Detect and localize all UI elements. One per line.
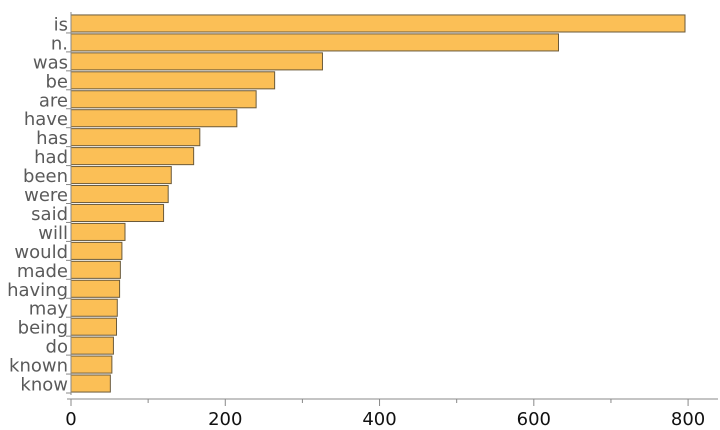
x-axis-tick-labels-group: 0 200 400 600 800	[65, 409, 705, 430]
category-label: having	[7, 280, 68, 301]
category-label: made	[17, 261, 68, 282]
category-label: n.	[51, 33, 68, 54]
bar-having	[70, 279, 121, 298]
bar-been	[70, 166, 172, 185]
bar-be	[70, 71, 276, 90]
bar-known	[70, 355, 113, 374]
category-label: being	[18, 318, 68, 339]
category-label: has	[36, 128, 68, 149]
bar-was	[70, 52, 323, 71]
category-label: have	[24, 109, 68, 130]
x-axis-ticks-group	[70, 399, 689, 406]
bar-made	[70, 260, 121, 279]
category-label: are	[39, 90, 68, 111]
bar-had	[70, 147, 195, 166]
x-axis-tick-label: 0	[65, 409, 76, 430]
bar-were	[70, 184, 169, 204]
bar-would	[70, 241, 123, 260]
bar-said	[70, 203, 165, 223]
bar-know	[70, 374, 111, 393]
category-label: had	[34, 147, 68, 168]
category-label: may	[29, 299, 69, 320]
category-label: been	[23, 166, 68, 187]
bar-being	[70, 317, 118, 336]
category-label: were	[24, 185, 68, 206]
x-axis-tick-label: 800	[671, 409, 705, 430]
y-axis-ticks-group	[66, 32, 71, 394]
bar-may	[70, 298, 118, 317]
bar-will	[70, 222, 126, 241]
category-label: known	[9, 356, 68, 377]
category-label: was	[33, 52, 68, 73]
bar-is	[70, 14, 686, 33]
bar-has	[70, 128, 201, 147]
x-axis-tick-label: 200	[208, 409, 242, 430]
bars-group	[70, 14, 686, 393]
bar-have	[70, 109, 238, 128]
category-label: is	[54, 14, 68, 35]
bar-n	[70, 33, 559, 52]
category-label: know	[20, 375, 68, 396]
category-label: would	[14, 242, 68, 263]
category-label: said	[31, 204, 68, 225]
category-labels-group: isn.wasbearehavehashadbeenweresaidwillwo…	[7, 14, 68, 395]
category-label: do	[46, 337, 68, 358]
x-axis-tick-label: 600	[517, 409, 551, 430]
bar-do	[70, 336, 114, 355]
x-axis-tick-label: 400	[362, 409, 396, 430]
bar-are	[70, 90, 257, 109]
category-label: will	[38, 223, 68, 244]
category-label: be	[46, 71, 69, 92]
